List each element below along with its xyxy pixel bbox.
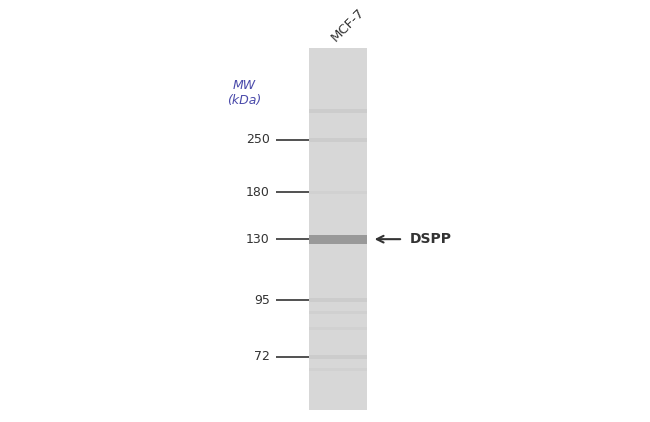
Bar [309, 235, 367, 243]
Text: 95: 95 [254, 294, 270, 307]
Text: DSPP: DSPP [410, 232, 452, 246]
Text: 72: 72 [254, 351, 270, 363]
Text: 130: 130 [246, 233, 270, 246]
Bar [309, 138, 367, 142]
Text: 250: 250 [246, 133, 270, 146]
Bar [309, 368, 367, 371]
Text: MCF-7: MCF-7 [329, 5, 367, 44]
Bar [309, 48, 367, 410]
Bar [309, 327, 367, 330]
Bar [309, 311, 367, 314]
Text: 180: 180 [246, 186, 270, 199]
Text: MW
(kDa): MW (kDa) [227, 78, 261, 107]
Bar [309, 298, 367, 302]
Bar [309, 355, 367, 359]
Bar [309, 191, 367, 194]
Bar [309, 109, 367, 113]
